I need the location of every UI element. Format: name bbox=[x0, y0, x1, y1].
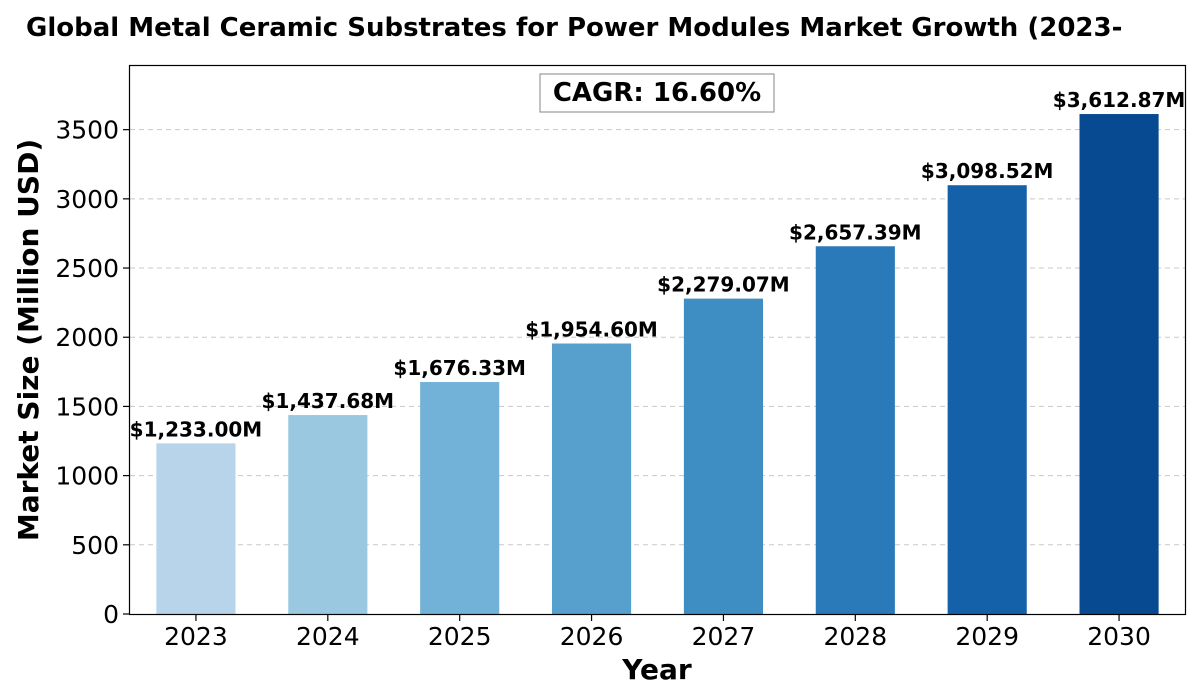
data-label-2024: $1,437.68M bbox=[262, 389, 395, 413]
y-tick-label: 3500 bbox=[55, 116, 119, 145]
y-axis-ticks: 0 500 1000 1500 2000 2500 3000 3500 bbox=[55, 116, 130, 629]
bars-group bbox=[156, 114, 1159, 615]
x-tick-label: 2025 bbox=[428, 622, 492, 651]
bar-2028 bbox=[815, 246, 895, 614]
data-label-2029: $3,098.52M bbox=[921, 159, 1054, 183]
x-tick-label: 2024 bbox=[296, 622, 360, 651]
y-tick-label: 2500 bbox=[55, 254, 119, 283]
bar-2024 bbox=[288, 415, 368, 614]
y-tick-label: 500 bbox=[71, 531, 119, 560]
cagr-box bbox=[539, 73, 775, 113]
x-tick-label: 2028 bbox=[824, 622, 888, 651]
x-axis-ticks: 2023 2024 2025 2026 2027 2028 2029 2030 bbox=[164, 614, 1151, 651]
data-label-2023: $1,233.00M bbox=[130, 417, 263, 441]
chart-title: Global Metal Ceramic Substrates for Powe… bbox=[26, 13, 1122, 43]
x-tick-label: 2026 bbox=[560, 622, 624, 651]
x-tick-label: 2029 bbox=[955, 622, 1019, 651]
x-tick-label: 2027 bbox=[692, 622, 756, 651]
bar-2027 bbox=[683, 298, 763, 614]
x-tick-label: 2030 bbox=[1087, 622, 1151, 651]
cagr-annotation: CAGR: 16.60% bbox=[553, 78, 761, 108]
data-labels-group: $1,233.00M $1,437.68M $1,676.33M $1,954.60M… bbox=[130, 88, 1186, 441]
bar-2030 bbox=[1079, 114, 1159, 615]
x-axis-label: Year bbox=[621, 653, 692, 686]
y-axis-label: Market Size (Million USD) bbox=[12, 139, 45, 541]
bar-2029 bbox=[947, 185, 1027, 614]
x-tick-label: 2023 bbox=[164, 622, 228, 651]
y-tick-label: 1500 bbox=[55, 392, 119, 421]
y-tick-label: 0 bbox=[103, 600, 119, 629]
bar-2023 bbox=[156, 443, 236, 614]
data-label-2030: $3,612.87M bbox=[1053, 88, 1186, 112]
bar-2025 bbox=[420, 382, 500, 614]
y-tick-label: 1000 bbox=[55, 462, 119, 491]
data-label-2025: $1,676.33M bbox=[393, 356, 526, 380]
plot-frame bbox=[128, 64, 1187, 616]
data-label-2028: $2,657.39M bbox=[789, 220, 922, 244]
data-label-2027: $2,279.07M bbox=[657, 273, 790, 297]
bar-2026 bbox=[552, 343, 632, 614]
data-label-2026: $1,954.60M bbox=[525, 318, 658, 342]
y-tick-label: 3000 bbox=[55, 185, 119, 214]
y-tick-label: 2000 bbox=[55, 323, 119, 352]
